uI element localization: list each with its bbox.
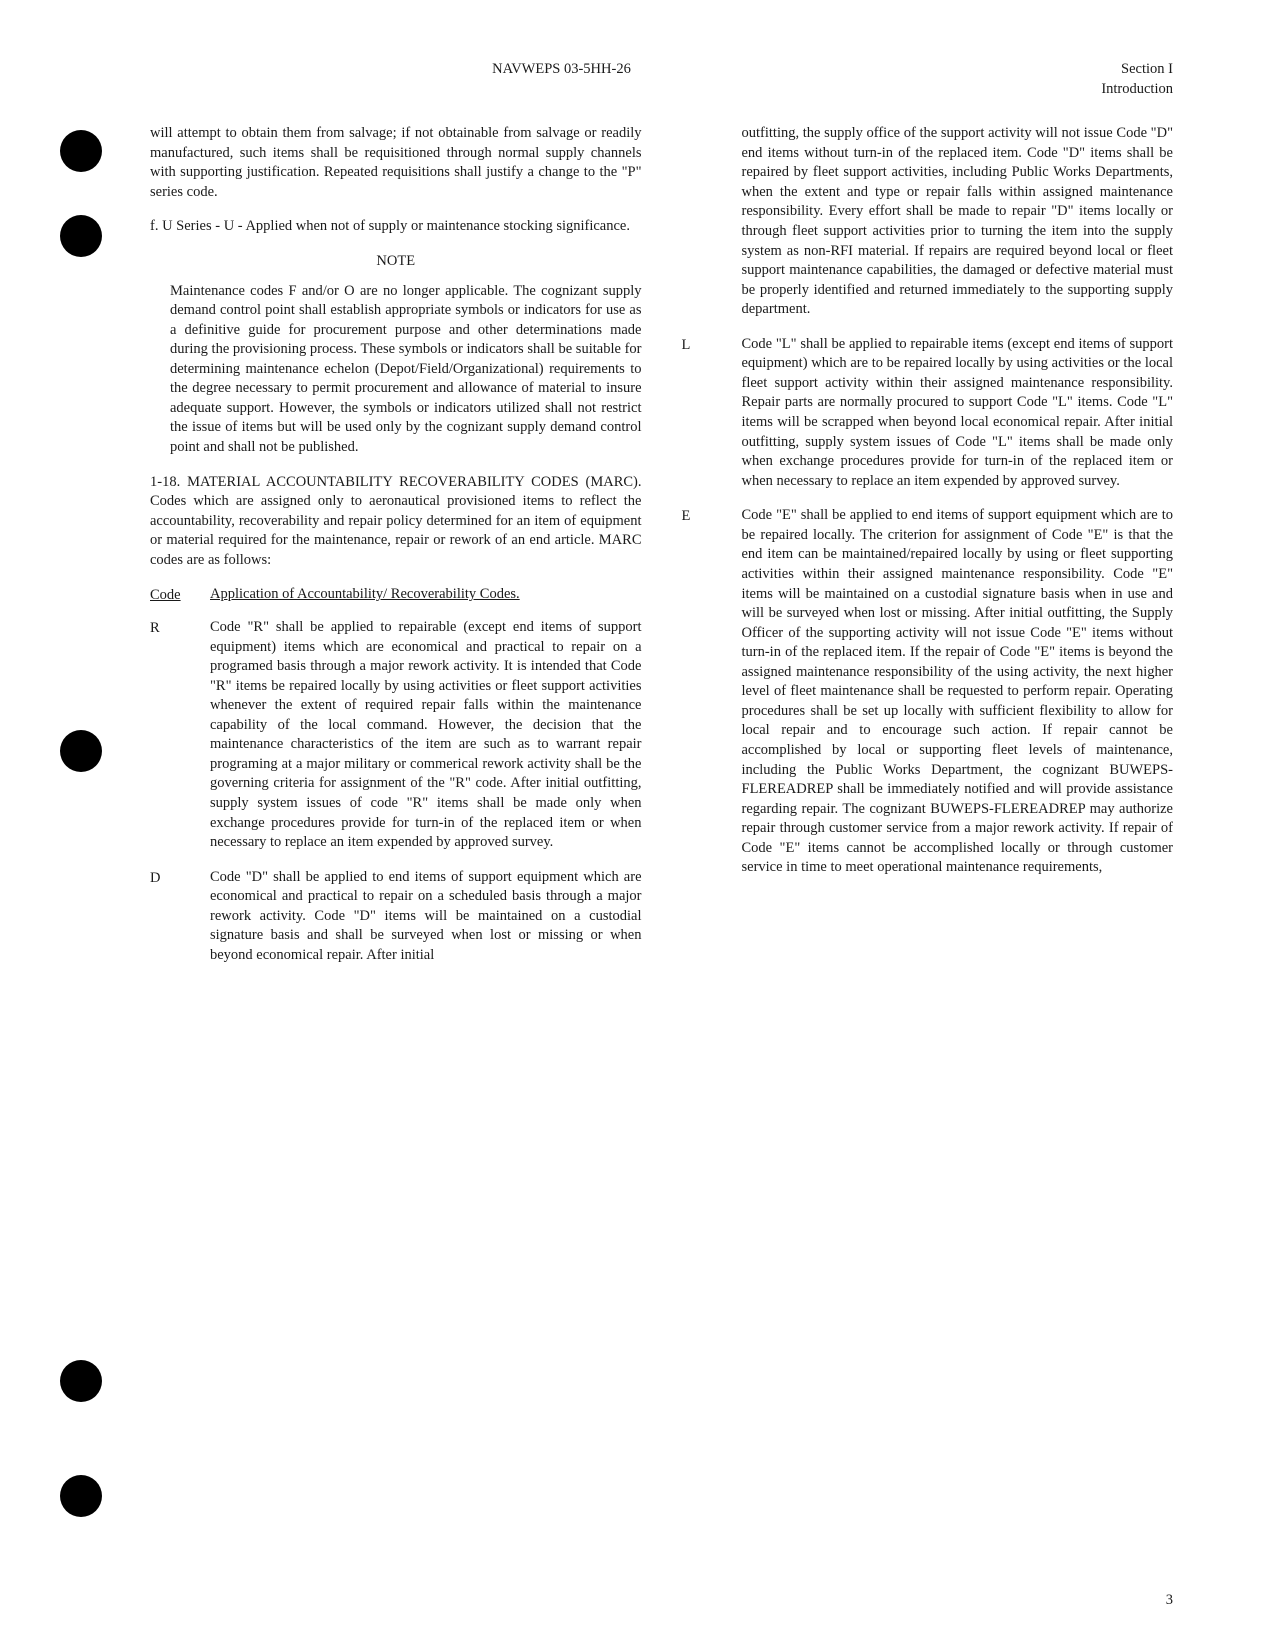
code-table-header: Code Application of Accountability/ Reco… xyxy=(150,585,642,606)
code-column-header: Code xyxy=(150,587,181,603)
application-column-header: Application of Accountability/ Recoverab… xyxy=(210,586,520,602)
page-number: 3 xyxy=(1166,1591,1173,1611)
document-page: NAVWEPS 03-5HH-26 Section I Introduction… xyxy=(0,0,1268,1633)
code-row-l: L Code "L" shall be applied to repairabl… xyxy=(682,335,1174,492)
code-description: Code "E" shall be applied to end items o… xyxy=(742,506,1174,878)
left-column: will attempt to obtain them from salvage… xyxy=(150,124,642,980)
punch-hole xyxy=(60,1360,102,1402)
note-body: Maintenance codes F and/or O are no long… xyxy=(150,282,642,458)
code-row-d-continued: outfitting, the supply office of the sup… xyxy=(682,124,1174,320)
content-columns: will attempt to obtain them from salvage… xyxy=(150,124,1173,980)
code-label xyxy=(682,124,742,320)
note-heading: NOTE xyxy=(150,252,642,272)
code-row-r: R Code "R" shall be applied to repairabl… xyxy=(150,618,642,853)
page-header: NAVWEPS 03-5HH-26 Section I Introduction xyxy=(150,60,1173,99)
code-description: Code "D" shall be applied to end items o… xyxy=(210,868,642,966)
section-label: Section I Introduction xyxy=(973,60,1173,99)
paragraph: f. U Series - U - Applied when not of su… xyxy=(150,217,642,237)
code-label: R xyxy=(150,618,210,853)
right-column: outfitting, the supply office of the sup… xyxy=(682,124,1174,980)
punch-hole xyxy=(60,130,102,172)
code-row-d: D Code "D" shall be applied to end items… xyxy=(150,868,642,966)
code-row-e: E Code "E" shall be applied to end items… xyxy=(682,506,1174,878)
section-text: Section I xyxy=(1121,61,1173,77)
code-label: E xyxy=(682,506,742,878)
code-description: Code "L" shall be applied to repairable … xyxy=(742,335,1174,492)
document-id: NAVWEPS 03-5HH-26 xyxy=(150,60,973,99)
paragraph: 1-18. MATERIAL ACCOUNTABILITY RECOVERABI… xyxy=(150,473,642,571)
paragraph: will attempt to obtain them from salvage… xyxy=(150,124,642,202)
code-description: outfitting, the supply office of the sup… xyxy=(742,124,1174,320)
code-description: Code "R" shall be applied to repairable … xyxy=(210,618,642,853)
subsection-text: Introduction xyxy=(1101,81,1173,97)
punch-hole xyxy=(60,730,102,772)
code-label: L xyxy=(682,335,742,492)
punch-hole xyxy=(60,215,102,257)
punch-hole xyxy=(60,1475,102,1517)
code-label: D xyxy=(150,868,210,966)
